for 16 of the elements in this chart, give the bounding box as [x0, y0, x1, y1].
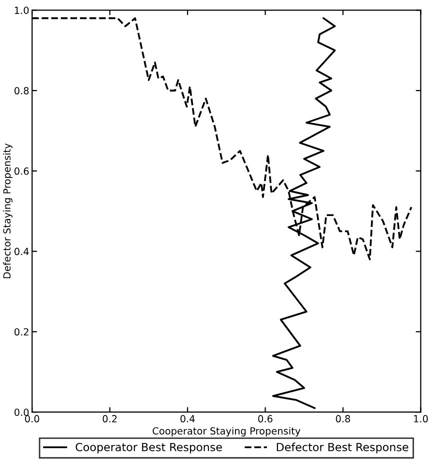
- y-tick-label: 1.0: [14, 6, 29, 14]
- x-axis-title: Cooperator Staying Propensity: [152, 427, 300, 436]
- y-tick-label: 0.8: [14, 87, 29, 94]
- x-tick-label: 0.8: [336, 415, 350, 422]
- legend-label: Cooperator Best Response: [76, 442, 222, 454]
- x-tick-label: 1.0: [414, 415, 428, 422]
- y-tick-label: 0.2: [14, 328, 28, 336]
- y-axis-title: Defector Staying Propensity: [3, 143, 12, 278]
- y-tick-label: 0.0: [14, 408, 29, 416]
- legend-label: Defector Best Response: [276, 442, 408, 454]
- y-tick-label: 0.4: [14, 248, 29, 256]
- y-tick-label: 0.6: [14, 167, 29, 175]
- x-tick-label: 0.0: [25, 415, 40, 422]
- x-tick-label: 0.2: [102, 415, 117, 422]
- x-tick-label: 0.6: [258, 415, 272, 422]
- x-tick-label: 0.4: [180, 415, 195, 422]
